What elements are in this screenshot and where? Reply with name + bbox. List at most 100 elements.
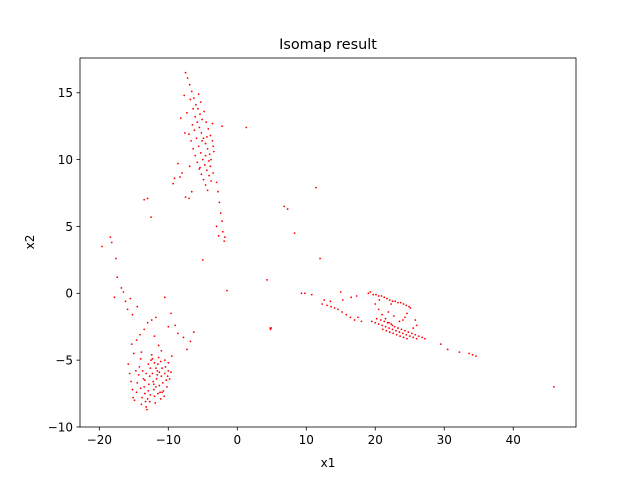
scatter-point (168, 377, 171, 380)
scatter-point (391, 324, 394, 327)
scatter-point (374, 321, 377, 324)
scatter-point (471, 353, 474, 356)
scatter-point (385, 329, 388, 332)
scatter-point (131, 388, 134, 391)
scatter-point (209, 134, 212, 137)
scatter-point (398, 331, 401, 333)
scatter-point (143, 385, 146, 388)
scatter-point (173, 177, 176, 180)
scatter-point (132, 396, 135, 399)
chart-title: Isomap result (279, 37, 377, 53)
scatter-point (355, 295, 358, 297)
scatter-point (210, 158, 212, 161)
scatter-point (120, 287, 123, 289)
scatter-point (415, 324, 418, 327)
scatter-point (414, 333, 417, 336)
scatter-point (199, 101, 202, 104)
y-tick-label: 0 (65, 287, 73, 301)
scatter-point (218, 201, 221, 204)
scatter-point (415, 337, 418, 340)
scatter-point (245, 126, 248, 129)
axis-ticks: −20 −10 0 10 20 30 40 −10 −5 0 5 10 15 (48, 86, 521, 447)
scatter-point (149, 394, 152, 396)
scatter-point (184, 196, 187, 198)
scatter-points (101, 71, 555, 411)
scatter-point (160, 375, 163, 378)
scatter-point (141, 369, 144, 372)
scatter-point (191, 123, 194, 126)
scatter-point (200, 131, 203, 134)
scatter-point (154, 385, 157, 388)
scatter-point (201, 118, 204, 121)
scatter-point (197, 107, 199, 110)
scatter-point (412, 327, 415, 329)
scatter-point (190, 90, 193, 93)
scatter-point (166, 375, 169, 378)
scatter-point (196, 161, 199, 164)
scatter-point (189, 98, 192, 101)
scatter-point (156, 373, 159, 376)
scatter-point (392, 332, 395, 335)
scatter-point (212, 145, 215, 148)
scatter-point (210, 180, 212, 182)
scatter-point (205, 121, 208, 124)
scatter-point (137, 373, 140, 376)
scatter-point (381, 328, 384, 331)
scatter-point (159, 360, 162, 363)
scatter-point (109, 236, 112, 239)
scatter-point (208, 160, 210, 162)
scatter-point (165, 379, 168, 382)
scatter-point (128, 372, 131, 375)
scatter-point (158, 384, 161, 387)
scatter-point (134, 369, 137, 372)
scatter-point (206, 148, 209, 150)
scatter-point (226, 289, 228, 292)
scatter-point (404, 316, 406, 319)
scatter-point (143, 379, 146, 382)
scatter-point (379, 319, 382, 321)
y-axis-label: x2 (23, 235, 37, 250)
scatter-point (217, 234, 220, 237)
scatter-point (136, 381, 139, 384)
scatter-point (170, 371, 172, 374)
scatter-point (375, 317, 378, 320)
scatter-point (163, 395, 166, 398)
scatter-point (139, 357, 142, 360)
scatter-point (188, 165, 191, 168)
scatter-point (140, 351, 143, 354)
scatter-point (122, 291, 125, 293)
scatter-point (388, 321, 390, 324)
scatter-point (204, 184, 207, 186)
scatter-point (163, 296, 166, 299)
scatter-point (310, 293, 313, 296)
scatter-point (393, 325, 396, 328)
scatter-point (399, 301, 402, 304)
scatter-point (148, 375, 151, 378)
y-tick-label: −10 (48, 420, 73, 434)
scatter-point (333, 307, 336, 309)
x-tick-label: −10 (156, 433, 181, 447)
scatter-point (341, 299, 344, 301)
scatter-point (424, 337, 426, 340)
scatter-point (194, 115, 197, 118)
scatter-point (203, 110, 206, 113)
scatter-point (167, 369, 170, 372)
scatter-point (392, 315, 395, 317)
scatter-point (198, 126, 201, 129)
scatter-point (131, 313, 134, 316)
scatter-point (412, 336, 415, 339)
scatter-point (152, 380, 155, 383)
scatter-point (174, 324, 177, 327)
scatter-point (157, 356, 160, 359)
x-tick-label: 20 (368, 433, 383, 447)
scatter-point (126, 308, 129, 311)
scatter-point (164, 365, 167, 368)
scatter-point (406, 337, 408, 340)
scatter-point (345, 313, 348, 316)
scatter-point (329, 300, 332, 303)
scatter-point (375, 293, 377, 296)
scatter-point (204, 154, 207, 157)
scatter-point (139, 333, 141, 336)
scatter-point (377, 323, 380, 325)
y-tick-label: 15 (58, 86, 73, 100)
